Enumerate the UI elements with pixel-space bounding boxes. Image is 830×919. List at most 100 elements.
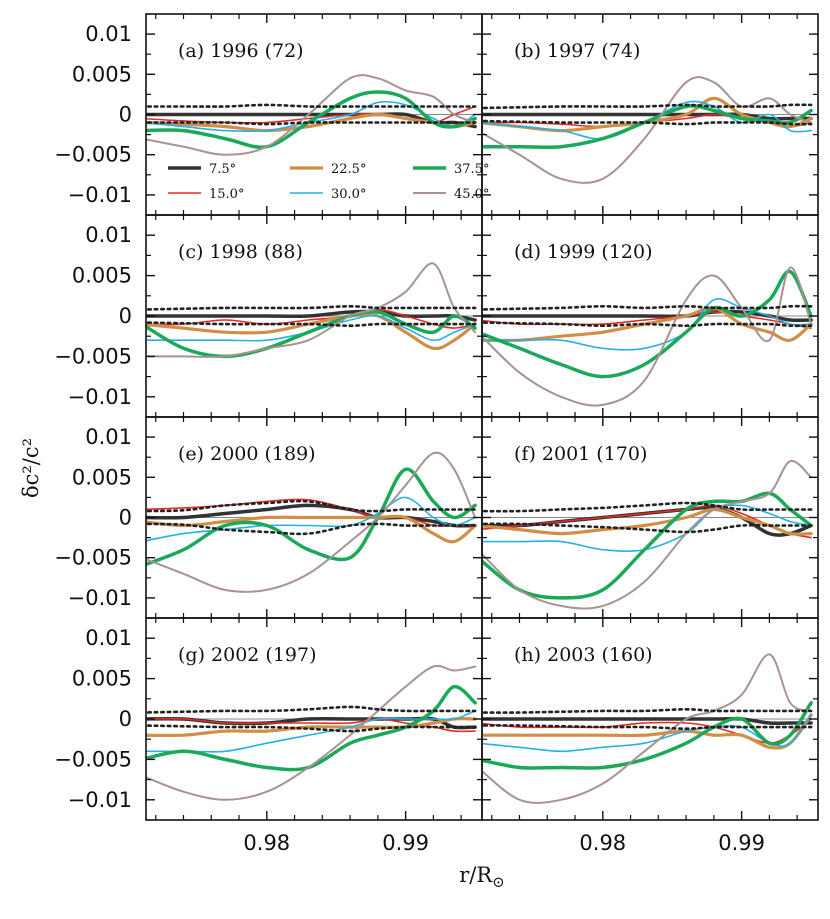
legend-label: 37.5°	[454, 162, 489, 177]
error-envelope-lower	[482, 522, 813, 534]
plot-area	[482, 460, 813, 610]
series-line-45-0	[146, 74, 477, 156]
panel-label: (f) 2001 (170)	[514, 443, 647, 465]
panel-label: (g) 2002 (197)	[178, 644, 317, 666]
error-envelope-lower	[482, 724, 813, 731]
series-line-45-0	[482, 266, 813, 407]
series-line-22-5	[482, 507, 813, 536]
series-line-45-0	[146, 664, 477, 801]
error-envelope-lower	[146, 321, 477, 328]
legend-label: 15.0°	[209, 187, 244, 202]
panel-7: 0.98 0.99 (h) 2003 (160)	[481, 617, 819, 855]
y-tick-label: −0.005	[54, 546, 132, 570]
y-tick-label: −0.01	[68, 788, 132, 812]
error-envelope-lower	[146, 724, 477, 733]
y-tick-label: −0.01	[68, 183, 132, 207]
panel-label: (e) 2000 (189)	[178, 443, 316, 465]
panel-label: (d) 1999 (120)	[514, 241, 653, 263]
series-line-22-5	[482, 96, 813, 133]
x-axis-title-main: r/R	[459, 863, 493, 887]
plot-area	[146, 664, 477, 801]
legend-item-22-5: 22.5°	[290, 162, 366, 177]
x-tick-label: 0.99	[718, 831, 765, 855]
series-line-45-0	[146, 262, 477, 358]
series-line-30-0	[146, 710, 476, 753]
series-line-30-0	[146, 314, 476, 342]
error-envelope-upper	[482, 304, 813, 311]
error-envelope-upper	[146, 705, 477, 714]
series-line-7-5	[146, 309, 477, 322]
x-axis-title-subscript: ⊙	[492, 873, 505, 891]
y-tick-label: 0	[119, 506, 132, 530]
y-tick-label: 0.01	[85, 626, 132, 650]
plot-area	[146, 74, 477, 156]
series-line-22-5	[146, 514, 477, 544]
error-envelope-lower	[146, 522, 477, 536]
panel-6: 0.01 0.005 0 −0.005 −0.01 0.98 0.99 (g) 2002 (1…	[54, 617, 483, 855]
legend-label: 30.0°	[331, 187, 366, 202]
legend-item-15-0: 15.0°	[168, 187, 244, 202]
error-envelope-lower	[146, 121, 477, 126]
x-tick-label: 0.98	[579, 831, 626, 855]
plot-area	[482, 266, 813, 407]
plot-area	[146, 262, 477, 359]
series-line-45-0	[146, 451, 477, 593]
panels-layer: 0.01 0.005 0 −0.005 −0.01 (a) 1996 (72) (b) 19…	[54, 13, 819, 855]
x-tick-label: 0.98	[243, 831, 290, 855]
legend-item-7-5: 7.5°	[168, 162, 236, 177]
y-tick-label: −0.005	[54, 344, 132, 368]
series-line-37-5	[482, 269, 813, 379]
y-tick-label: 0.01	[85, 425, 132, 449]
series-line-37-5	[146, 90, 477, 149]
plot-area	[482, 76, 813, 184]
panel-5: (f) 2001 (170)	[481, 416, 819, 619]
series-line-15-0	[146, 498, 476, 527]
y-tick-label: −0.01	[68, 385, 132, 409]
legend-label: 45.0°	[454, 187, 489, 202]
error-envelope-upper	[482, 707, 813, 714]
legend-label: 7.5°	[209, 162, 236, 177]
panel-1: (b) 1997 (74)	[481, 13, 819, 216]
series-line-37-5	[482, 491, 813, 600]
panel-label: (h) 2003 (160)	[514, 644, 653, 666]
error-envelope-lower	[482, 119, 813, 126]
error-envelope-lower	[482, 321, 813, 328]
plot-area	[482, 653, 813, 804]
plot-area	[146, 451, 477, 593]
y-axis-title: δc²/c²	[19, 438, 43, 498]
y-tick-label: 0	[119, 304, 132, 328]
y-tick-label: 0.005	[72, 465, 132, 489]
series-line-45-0	[482, 460, 813, 610]
error-envelope-upper	[146, 499, 477, 513]
x-tick-label: 0.99	[382, 831, 429, 855]
legend-label: 22.5°	[331, 162, 366, 177]
y-tick-label: 0.005	[72, 62, 132, 86]
error-envelope-upper	[146, 103, 477, 108]
series-line-37-5	[146, 684, 477, 772]
series-line-30-0	[482, 100, 812, 140]
series-line-15-0	[146, 717, 476, 733]
y-tick-label: 0.01	[85, 22, 132, 46]
panel-label: (b) 1997 (74)	[514, 40, 640, 62]
legend-item-45-0: 45.0°	[413, 187, 489, 202]
error-envelope-upper	[146, 304, 477, 311]
series-line-37-5	[482, 104, 813, 150]
panel-0: 0.01 0.005 0 −0.005 −0.01 (a) 1996 (72)	[54, 13, 483, 216]
series-line-45-0	[482, 653, 813, 804]
error-envelope-upper	[482, 103, 813, 110]
x-axis-title: r/R⊙	[459, 863, 505, 891]
panel-label: (a) 1996 (72)	[178, 40, 304, 62]
series-line-37-5	[146, 309, 477, 359]
y-tick-label: −0.01	[68, 586, 132, 610]
legend-item-37-5: 37.5°	[413, 162, 489, 177]
y-tick-label: 0	[119, 707, 132, 731]
series-line-37-5	[482, 701, 813, 770]
y-tick-label: 0.005	[72, 667, 132, 691]
legend: 7.5° 15.0° 22.5° 30.0° 37.5° 45.0°	[168, 162, 489, 202]
panel-4: 0.01 0.005 0 −0.005 −0.01 (e) 2000 (189)	[54, 416, 483, 619]
y-tick-label: 0	[119, 103, 132, 127]
y-tick-label: −0.005	[54, 747, 132, 771]
series-line-45-0	[482, 76, 813, 184]
y-tick-label: 0.01	[85, 223, 132, 247]
